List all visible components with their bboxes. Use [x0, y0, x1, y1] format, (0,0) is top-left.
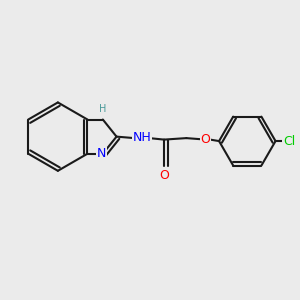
Text: H: H: [99, 104, 106, 114]
Text: N: N: [97, 147, 106, 160]
Text: O: O: [201, 133, 211, 146]
Text: O: O: [159, 169, 169, 182]
Text: NH: NH: [132, 131, 151, 144]
Text: Cl: Cl: [283, 135, 295, 148]
